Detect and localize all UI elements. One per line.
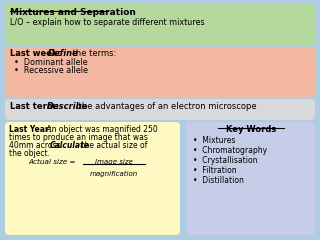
Text: the object.: the object.	[9, 149, 50, 158]
Text: 40mm across.: 40mm across.	[9, 141, 65, 150]
Text: Last term:: Last term:	[10, 102, 62, 111]
Text: the actual size of: the actual size of	[79, 141, 148, 150]
Text: •  Dominant allele: • Dominant allele	[14, 58, 88, 67]
Text: Key Words: Key Words	[226, 125, 276, 134]
FancyBboxPatch shape	[5, 99, 315, 120]
Text: Image size: Image size	[95, 159, 133, 165]
Text: Mixtures and Separation: Mixtures and Separation	[10, 8, 136, 17]
Text: •  Crystallisation: • Crystallisation	[193, 156, 258, 165]
Text: An object was magnified 250: An object was magnified 250	[44, 125, 158, 134]
Text: Actual size =: Actual size =	[28, 159, 78, 165]
Text: Describe: Describe	[47, 102, 88, 111]
Text: Calculate: Calculate	[50, 141, 90, 150]
FancyBboxPatch shape	[5, 3, 315, 45]
Text: •  Filtration: • Filtration	[193, 166, 236, 175]
Text: Define: Define	[48, 49, 79, 58]
Text: the advantages of an electron microscope: the advantages of an electron microscope	[76, 102, 257, 111]
Text: •  Recessive allele: • Recessive allele	[14, 66, 88, 75]
FancyBboxPatch shape	[186, 122, 315, 235]
Text: the terms:: the terms:	[70, 49, 116, 58]
Text: •  Mixtures: • Mixtures	[193, 136, 236, 145]
Text: magnification: magnification	[90, 171, 138, 177]
FancyBboxPatch shape	[5, 47, 315, 97]
FancyBboxPatch shape	[5, 122, 180, 235]
Text: Last week:: Last week:	[10, 49, 64, 58]
Text: •  Distillation: • Distillation	[193, 176, 244, 185]
Text: times to produce an image that was: times to produce an image that was	[9, 133, 148, 142]
Text: •  Chromatography: • Chromatography	[193, 146, 267, 155]
Text: Last Year:: Last Year:	[9, 125, 52, 134]
Text: L/O – explain how to separate different mixtures: L/O – explain how to separate different …	[10, 18, 204, 27]
